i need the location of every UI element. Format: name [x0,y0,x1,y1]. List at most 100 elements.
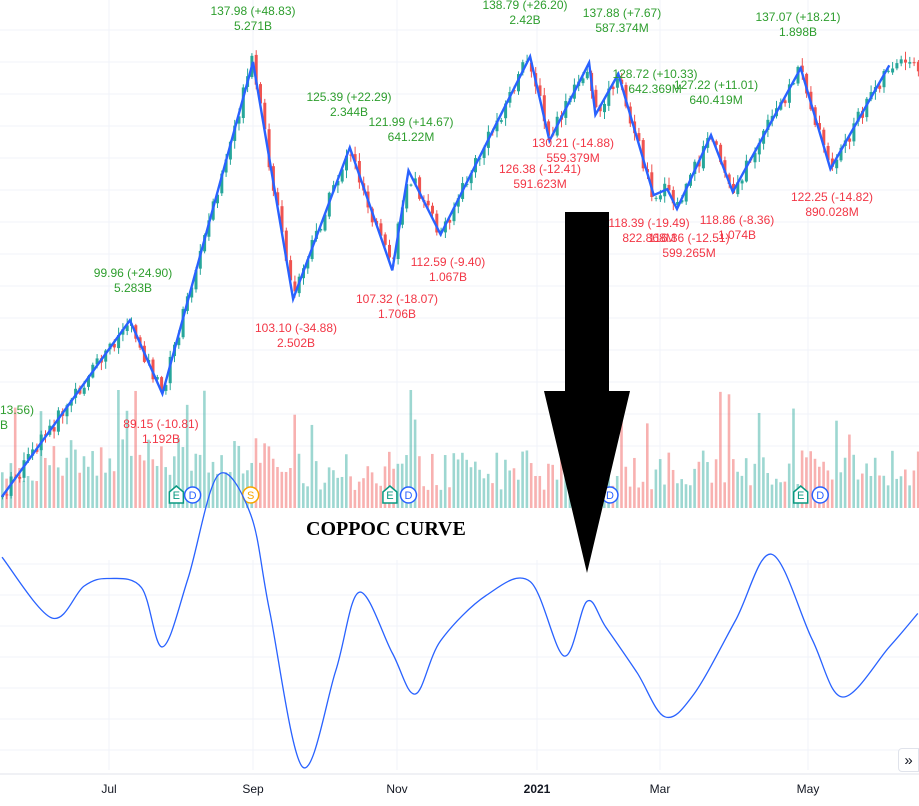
volume-bar [254,438,258,508]
candle-body [112,343,116,348]
pivot-annotation-low: 107.32 (-18.07)1.706B [356,292,438,321]
volume-bar [336,477,339,508]
earnings-marker[interactable]: E [382,485,398,504]
scroll-to-realtime-glyph: » [904,751,913,769]
volume-bar [486,473,490,508]
candle-body [783,100,787,104]
volume-bar [155,465,159,508]
candle-body [353,154,357,162]
volume-bar [899,476,903,508]
volume-bar [620,409,623,508]
volume-bar [405,455,408,508]
candle-body [899,59,903,64]
event-marker-label: E [173,490,180,502]
earnings-icon [382,485,398,504]
candle-body [241,87,245,119]
annotation-price: 137.88 (+7.67) [583,6,661,20]
volume-bar [826,470,830,508]
volume-bar [357,481,361,508]
candle-body [736,182,740,195]
volume-bar [628,486,632,508]
event-marker-label: S [247,490,254,502]
volume-bar [297,453,301,508]
candle-body [293,281,297,292]
annotation-volume: 2.344B [330,105,368,119]
volume-bar [345,454,348,508]
candle-body [912,62,916,64]
volume-bar [710,482,714,508]
dividend-marker[interactable]: D [183,486,202,504]
pivot-annotation-high: 137.88 (+7.67)587.374M [583,6,661,35]
candle-body [805,73,809,94]
volume-bar [250,462,253,508]
x-tick-label: Sep [242,782,264,796]
candle-body [228,141,232,160]
double-chevron-right-icon[interactable]: » [898,748,919,772]
pivot-annotation-high: 125.39 (+22.29)2.344B [306,90,391,119]
volume-bar [843,457,847,508]
volume-bar [809,451,812,508]
volume-bar [26,475,30,508]
volume-bar [383,466,387,508]
candle-body [547,121,551,136]
volume-bar [280,471,284,508]
earnings-icon [792,485,809,504]
pivot-annotation-high: 121.99 (+14.67)641.22M [368,115,453,144]
volume-bar [701,450,705,508]
event-marker-label: D [189,490,197,502]
candle-body [452,207,456,222]
candle-body [426,200,430,206]
volume-bar [491,483,494,508]
event-marker-label: D [606,490,614,502]
candle-body [306,259,310,269]
annotation-price: 118.39 (-19.49) [608,216,689,230]
annotation-volume: 1.706B [378,307,416,321]
candle-body [671,189,675,204]
volume-bar [332,470,335,508]
pivot-annotation-low: 116.36 (-12.51)599.265M [648,231,729,260]
pivot-annotation-high: 13.56)B [0,403,34,432]
pivot-annotation-low: 89.15 (-10.81)1.192B [123,417,198,446]
candle-body [448,219,452,223]
pivot-annotation-low: 126.38 (-12.41)591.623M [499,162,581,191]
earnings-marker[interactable]: E [168,485,185,504]
volume-bar [99,447,103,508]
volume-bar [422,486,425,508]
volume-bar [108,458,112,508]
dividend-marker[interactable]: D [399,486,418,504]
event-marker-label: D [404,490,412,502]
volume-bar [173,456,176,508]
volume-bar [878,475,881,508]
annotation-price: 103.10 (-34.88) [255,321,337,335]
candle-body [284,230,288,261]
coppock-pane [1,472,919,769]
volume-bar [375,483,378,508]
volume-bar [130,455,133,508]
candle-body [848,138,852,142]
volume-bar [379,485,382,508]
volume-bar [117,390,120,508]
candle-body [276,192,280,206]
candle-body [641,140,645,169]
candle-body [9,476,13,496]
candle-body [585,71,589,79]
candle-body [654,197,658,199]
volume-bar [160,446,163,508]
volume-bar [284,471,288,508]
volume-bar [177,438,180,508]
candle-body [400,207,404,225]
annotation-price: 107.32 (-18.07) [356,292,438,306]
volume-bar [82,456,86,508]
dividend-marker[interactable]: D [811,486,829,504]
candle-body [254,54,258,85]
volume-bar [783,481,787,508]
volume-bar [289,468,292,508]
candle-body [667,184,671,191]
volume-bar [766,473,769,508]
earnings-marker[interactable]: E [792,485,809,504]
pivot-annotation-high: 138.79 (+26.20)2.42B [482,0,567,27]
volume-bar [800,450,804,508]
